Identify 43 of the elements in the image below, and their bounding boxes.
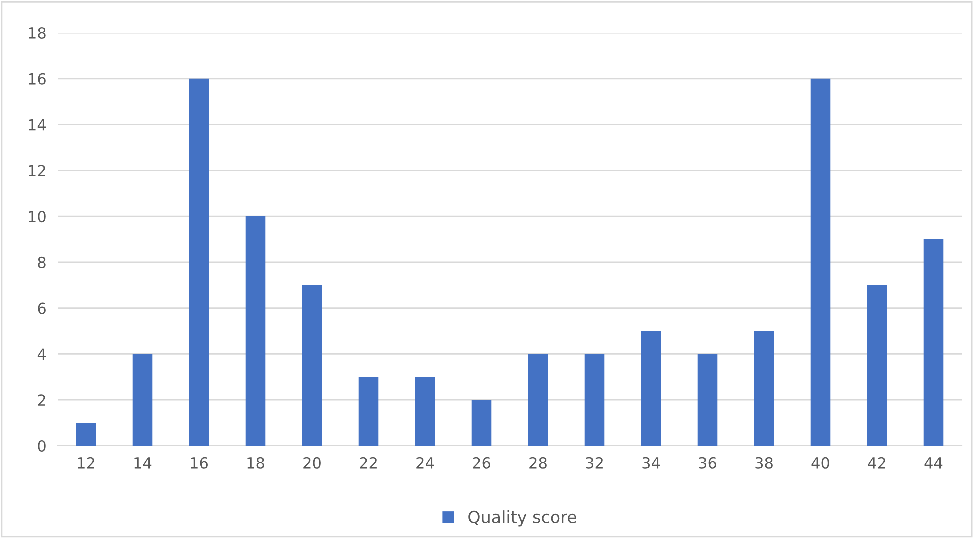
- y-tick-label: 18: [29, 27, 46, 40]
- x-tick-label: 38: [756, 457, 773, 469]
- y-tick-label: 4: [38, 348, 46, 360]
- bar: [867, 285, 888, 446]
- bar: [754, 331, 774, 446]
- y-tick-label: 8: [38, 256, 46, 268]
- bar: [76, 423, 96, 446]
- x-tick-label: 22: [360, 457, 377, 469]
- bar: [924, 240, 944, 446]
- x-tick-label: 16: [191, 457, 208, 469]
- x-tick-label: 42: [868, 457, 886, 469]
- bar: [302, 285, 322, 446]
- y-tick-label: 2: [38, 394, 46, 406]
- x-tick-label: 14: [134, 458, 152, 469]
- bar: [132, 354, 153, 446]
- x-tick-label: 24: [416, 457, 434, 469]
- bar: [584, 354, 605, 446]
- y-tick-label: 6: [38, 302, 46, 314]
- bar: [528, 354, 548, 446]
- x-tick-label: 34: [642, 457, 660, 469]
- bar: [810, 78, 831, 446]
- y-tick-label: 10: [29, 211, 46, 223]
- x-tick-label: 36: [699, 457, 717, 469]
- x-tick-label: 18: [248, 457, 264, 469]
- y-tick-label: 16: [29, 73, 46, 85]
- bar: [472, 400, 492, 446]
- y-tick-label: 0: [38, 440, 46, 452]
- x-tick-label: 12: [78, 457, 94, 469]
- bar: [358, 377, 379, 446]
- bar: [415, 377, 436, 446]
- x-tick-label: 26: [473, 457, 491, 469]
- x-tick-label: 28: [530, 457, 547, 469]
- bar: [189, 78, 210, 446]
- x-tick-label: 32: [586, 457, 603, 469]
- x-tick-label: 40: [812, 457, 830, 469]
- bar: [641, 331, 662, 446]
- legend-label: Quality score: [468, 510, 576, 527]
- y-tick-label: 12: [29, 165, 46, 176]
- bar: [698, 354, 718, 446]
- bar: [246, 216, 266, 446]
- y-tick-label: 14: [29, 119, 46, 131]
- x-tick-label: 44: [924, 458, 943, 469]
- x-tick-label: 20: [304, 457, 321, 469]
